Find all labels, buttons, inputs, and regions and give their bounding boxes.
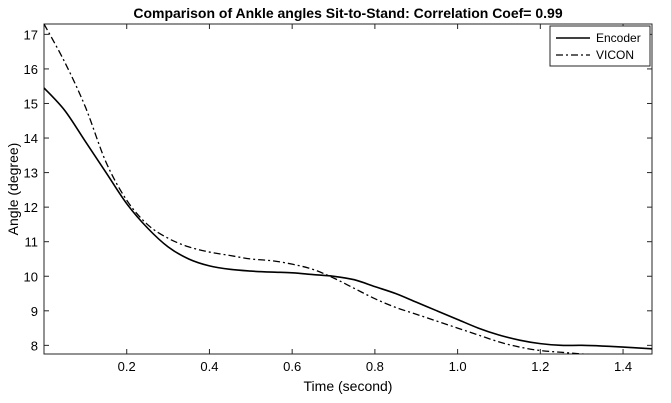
y-tick-label: 15	[24, 96, 38, 111]
x-axis-label: Time (second)	[304, 378, 393, 394]
x-tick-label: 0.4	[200, 359, 218, 374]
x-tick-label: 0.6	[283, 359, 301, 374]
x-tick-label: 0.2	[118, 359, 136, 374]
y-tick-label: 9	[31, 304, 38, 319]
series-line-vicon	[44, 24, 590, 354]
series-line-encoder	[44, 87, 652, 350]
legend: Encoder VICON	[549, 25, 651, 67]
x-tick-label: 1.4	[614, 359, 632, 374]
y-tick-label: 16	[24, 62, 38, 77]
y-tick-label: 11	[25, 235, 39, 250]
y-tick-label: 14	[24, 131, 38, 146]
x-tick-label: 0.8	[366, 359, 384, 374]
y-tick-label: 8	[31, 338, 38, 353]
legend-label-encoder: Encoder	[596, 31, 641, 45]
legend-label-vicon: VICON	[596, 48, 634, 62]
y-tick-label: 13	[24, 166, 38, 181]
axes-box	[43, 23, 653, 355]
plot-area: 0.2 0.4 0.6 0.8 1.0 1.2 1.4 8 9 10 11 12 13 14 15 16 17	[24, 23, 653, 374]
y-tick-label: 10	[24, 269, 38, 284]
y-tick-label: 17	[24, 27, 38, 42]
y-tick-label: 12	[24, 200, 38, 215]
y-axis-label: Angle (degree)	[5, 143, 21, 236]
x-tick-label: 1.0	[449, 359, 467, 374]
chart-title: Comparison of Ankle angles Sit-to-Stand:…	[133, 5, 562, 21]
legend-box	[549, 25, 651, 67]
x-tick-label: 1.2	[531, 359, 549, 374]
